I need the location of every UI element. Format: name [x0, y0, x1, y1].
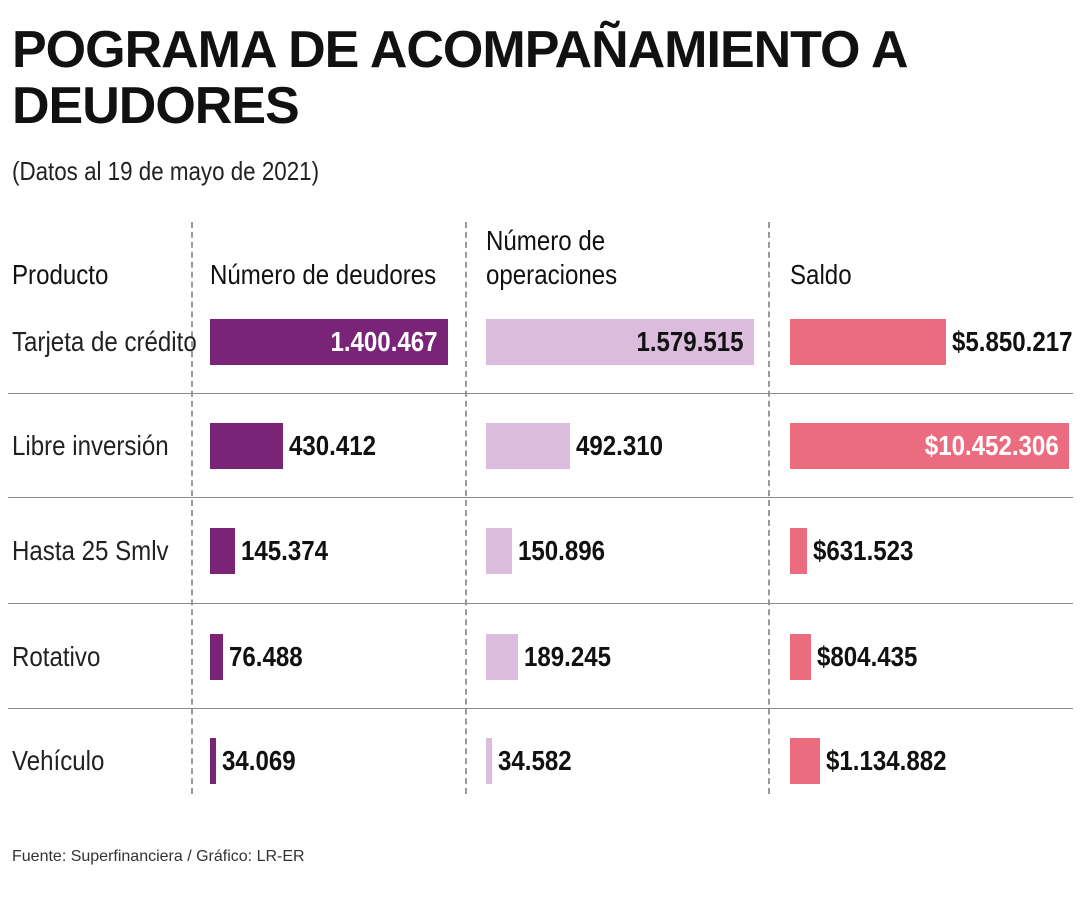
column-divider-1 [191, 222, 193, 794]
value-label-saldo: $5.850.217 [952, 326, 1073, 357]
row-label: Hasta 25 Smlv [12, 535, 169, 566]
bar-deudores [210, 319, 448, 365]
value-label-deudores: 34.069 [222, 745, 296, 776]
bar-deudores [210, 423, 283, 469]
value-label-deudores: 430.412 [289, 430, 377, 461]
value-label-operaciones: 34.582 [498, 745, 572, 776]
column-divider-2 [465, 222, 467, 794]
source-note: Fuente: Superfinanciera / Gráfico: LR-ER [12, 848, 305, 865]
value-label-operaciones: 189.245 [524, 641, 612, 672]
value-label-operaciones: 492.310 [576, 430, 664, 461]
chart-subtitle: (Datos al 19 de mayo de 2021) [12, 156, 320, 186]
column-divider-3 [768, 222, 770, 794]
value-label-saldo: $10.452.306 [925, 430, 1059, 461]
header-operaciones: Número de operaciones [486, 225, 618, 290]
header-deudores: Número de deudores [210, 259, 437, 290]
bar-saldo [790, 423, 1069, 469]
value-label-operaciones: 150.896 [518, 535, 606, 566]
bar-operaciones [486, 423, 570, 469]
bar-operaciones [486, 528, 512, 574]
value-label-saldo: $804.435 [817, 641, 918, 672]
bar-operaciones [486, 634, 518, 680]
row-label: Libre inversión [12, 430, 169, 461]
value-label-saldo: $631.523 [813, 535, 914, 566]
bar-deudores [210, 528, 235, 574]
header-producto: Producto [12, 259, 109, 290]
value-label-deudores: 76.488 [229, 641, 303, 672]
row-separator [8, 393, 1073, 394]
value-label-operaciones: 1.579.515 [636, 326, 744, 357]
bar-saldo [790, 528, 807, 574]
chart-title: POGRAMA DE ACOMPAÑAMIENTO A DEUDORES [12, 21, 907, 135]
bar-deudores [210, 634, 223, 680]
bar-operaciones [486, 319, 754, 365]
bar-saldo [790, 319, 946, 365]
value-label-deudores: 1.400.467 [330, 326, 438, 357]
value-label-deudores: 145.374 [241, 535, 329, 566]
row-separator [8, 603, 1073, 604]
bar-saldo [790, 738, 820, 784]
row-separator [8, 497, 1073, 498]
header-saldo: Saldo [790, 259, 852, 290]
bar-saldo [790, 634, 811, 680]
row-separator [8, 708, 1073, 709]
bar-deudores [210, 738, 216, 784]
value-label-saldo: $1.134.882 [826, 745, 947, 776]
row-label: Vehículo [12, 745, 105, 776]
row-label: Rotativo [12, 641, 101, 672]
bar-operaciones [486, 738, 492, 784]
row-label: Tarjeta de crédito [12, 326, 197, 357]
